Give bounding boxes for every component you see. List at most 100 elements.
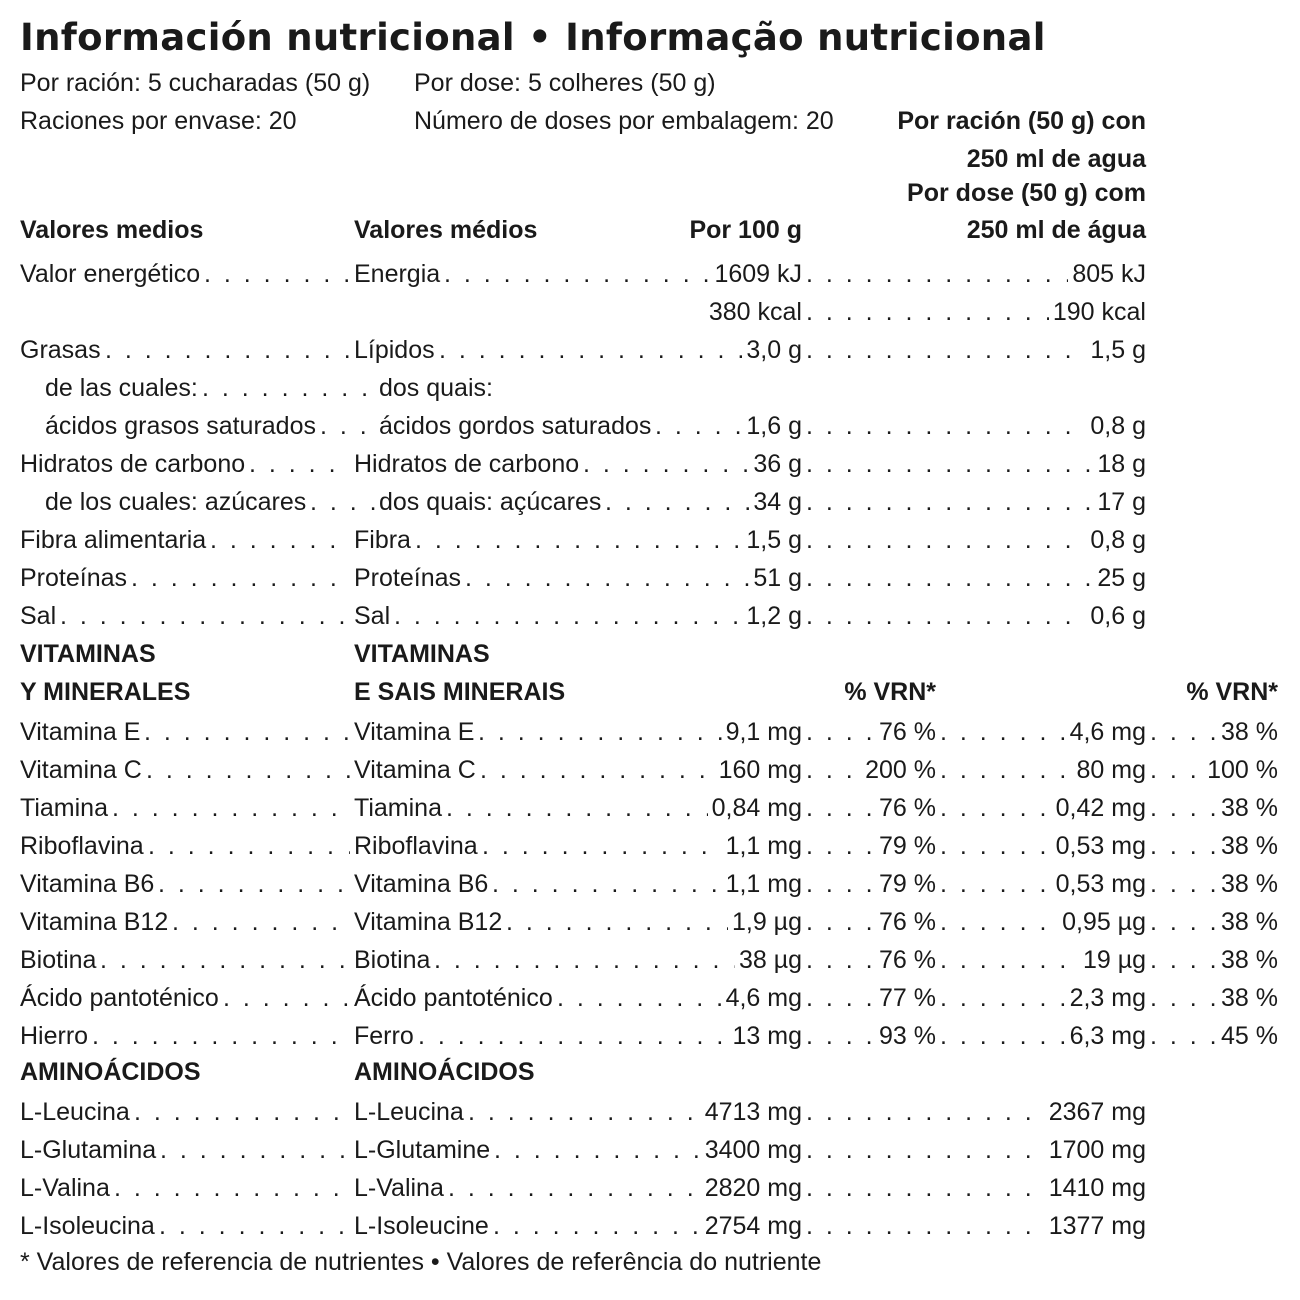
dot-leader: . . . . . . . . . . . . . . . . . . . . … — [1150, 946, 1217, 974]
amino-value-per-serving: 1410 mg — [1048, 1174, 1146, 1202]
dot-leader: . . . . . . . . . . . . . . . . . . . . … — [60, 602, 350, 630]
amino-value-per-serving: 2367 mg — [1048, 1098, 1146, 1126]
nutrient-value-per100: 380 kcal — [708, 298, 802, 326]
amino-row: L-Isoleucina L-Isoleucine 2754 mg 1377 mg. … — [0, 1207, 1300, 1245]
nutrient-name-es: Fibra alimentaria — [20, 526, 207, 554]
dot-leader: . . . . . . . . . . . . . . . . . . . . … — [468, 1098, 701, 1126]
vitamin-value-per100: 38 µg — [738, 946, 802, 974]
dot-leader: . . . . . . . . . . . . . . . . . . . . … — [605, 488, 749, 516]
pt-vitamins-heading-line2: E SAIS MINERAIS — [354, 678, 566, 706]
vitamin-vrn-per100: 79 % — [879, 832, 936, 860]
dot-leader: . . . . . . . . . . . . . . . . . . . . … — [583, 450, 749, 478]
vitamin-value-per-serving: 4,6 mg — [1069, 718, 1146, 746]
es-vitamins-heading-line2: Y MINERALES — [20, 678, 191, 706]
dot-leader: . . . . . . . . . . . . . . . . . . . . … — [223, 984, 350, 1012]
dot-leader: . . . . . . . . . . . . . . . . . . . . … — [806, 336, 1086, 364]
dot-leader: . . . . . . . . . . . . . . . . . . . . … — [806, 564, 1093, 592]
vitamin-row: Tiamina Tiamina 0,84 mg 76 % 0,42 mg 38 %. . … — [0, 789, 1300, 827]
dot-leader: . . . . . . . . . . . . . . . . . . . . … — [506, 908, 728, 936]
nutrient-name-pt: Energia — [354, 260, 441, 288]
dot-leader: . . . . . . . . . . . . . . . . . . . . … — [444, 260, 710, 288]
dot-leader: . . . . . . . . . . . . . . . . . . . . … — [494, 1136, 701, 1164]
dot-leader: . . . . . . . . . . . . . . . . . . . . … — [1150, 794, 1217, 822]
es-portion-heading-line2: 250 ml de agua — [966, 145, 1146, 173]
dot-leader: . . . . . . . . . . . . . . . . . . . . … — [806, 1212, 1045, 1240]
dot-leader: . . . . . . . . . . . . . . . . . . . . … — [415, 526, 742, 554]
es-portion-heading-line1: Por ración (50 g) con — [897, 107, 1146, 135]
dot-leader: . . . . . . . . . . . . . . . . . . . . … — [159, 1212, 350, 1240]
vitamin-vrn-per-serving: 38 % — [1221, 946, 1278, 974]
vitamin-row: Vitamina E Vitamina E 9,1 mg 76 % 4,6 mg 38 %… — [0, 713, 1300, 751]
nutrient-value-per-serving: 18 g — [1097, 450, 1146, 478]
nutrient-name-pt: Hidratos de carbono — [354, 450, 580, 478]
dot-leader: . . . . . . . . . . . . . . . . . . . . … — [806, 908, 875, 936]
nutrient-row: de las cuales: dos quais:. . . . . . . . … — [0, 369, 1300, 407]
dot-leader: . . . . . . . . . . . . . . . . . . . . … — [806, 412, 1086, 440]
amino-name-es: L-Glutamina — [20, 1136, 157, 1164]
vitamin-vrn-per-serving: 100 % — [1207, 756, 1278, 784]
dot-leader: . . . . . . . . . . . . . . . . . . . . … — [446, 794, 708, 822]
vitamin-name-pt: Ácido pantoténico — [354, 984, 553, 1012]
vitamin-name-es: Vitamina B6 — [20, 870, 155, 898]
vitamin-row: Vitamina C Vitamina C 160 mg 200 % 80 mg 100 … — [0, 751, 1300, 789]
vitamin-value-per100: 160 mg — [718, 756, 802, 784]
amino-value-per100: 2754 mg — [704, 1212, 802, 1240]
amino-name-es: L-Leucina — [20, 1098, 130, 1126]
dot-leader: . . . . . . . . . . . . . . . . . . . . … — [1150, 984, 1217, 1012]
nutrient-name-es: Hidratos de carbono — [20, 450, 246, 478]
vitamin-vrn-per100: 93 % — [879, 1022, 936, 1050]
nutrient-value-per100: 51 g — [753, 564, 802, 592]
vitamin-value-per100: 4,6 mg — [725, 984, 802, 1012]
vitamin-value-per-serving: 0,53 mg — [1055, 832, 1146, 860]
dot-leader: . . . . . . . . . . . . . . . . . . . . … — [158, 870, 350, 898]
vitamin-name-pt: Ferro — [354, 1022, 414, 1050]
nutrient-value-per-serving: 25 g — [1097, 564, 1146, 592]
vitamin-value-per-serving: 0,53 mg — [1055, 870, 1146, 898]
dot-leader: . . . . . . . . . . . . . . . . . . . . … — [940, 1022, 1066, 1050]
nutrient-name-es: de los cuales: azúcares — [45, 488, 307, 516]
dot-leader: . . . . . . . . . . . . . . . . . . . . … — [655, 412, 742, 440]
dot-leader: . . . . . . . . . . . . . . . . . . . . … — [478, 718, 722, 746]
dot-leader: . . . . . . . . . . . . . . . . . . . . … — [210, 526, 350, 554]
amino-name-pt: L-Leucina — [354, 1098, 464, 1126]
nutrient-value-per-serving: 0,6 g — [1090, 602, 1146, 630]
nutrient-value-per-serving: 17 g — [1097, 488, 1146, 516]
dot-leader: . . . . . . . . . . . . . . . . . . . . … — [144, 718, 350, 746]
dot-leader: . . . . . . . . . . . . . . . . . . . . … — [806, 298, 1049, 326]
dot-leader: . . . . . . . . . . . . . . . . . . . . … — [465, 564, 749, 592]
dot-leader: . . . . . . . . . . . . . . . . . . . . … — [806, 260, 1068, 288]
vitamin-value-per100: 9,1 mg — [725, 718, 802, 746]
nutrient-name-es: ácidos grasos saturados — [45, 412, 316, 440]
vitamin-name-es: Vitamina E — [20, 718, 141, 746]
vitamin-vrn-per100: 76 % — [879, 908, 936, 936]
dot-leader: . . . . . . . . . . . . . . . . . . . . … — [1150, 756, 1203, 784]
dot-leader: . . . . . . . . . . . . . . . . . . . . … — [806, 450, 1093, 478]
amino-name-es: L-Isoleucina — [20, 1212, 155, 1240]
nutrient-name-es: Proteínas — [20, 564, 128, 592]
dot-leader: . . . . . . . . . . . . . . . . . . . . … — [806, 602, 1086, 630]
nutrient-name-pt: Sal — [354, 602, 391, 630]
vitamin-name-pt: Vitamina C — [354, 756, 476, 784]
pt-serving-size: Por dose: 5 colheres (50 g) — [414, 69, 716, 97]
es-servings-per-pack: Raciones por envase: 20 — [20, 107, 297, 135]
nutrient-row: ácidos grasos saturados ácidos gordos sat… — [0, 407, 1300, 445]
dot-leader: . . . . . . . . . . . . . . . . . . . . … — [114, 1174, 350, 1202]
per-100g-heading: Por 100 g — [689, 216, 802, 244]
dot-leader: . . . . . . . . . . . . . . . . . . . . … — [482, 832, 722, 860]
es-serving-size: Por ración: 5 cucharadas (50 g) — [20, 69, 371, 97]
dot-leader: . . . . . . . . . . . . . . . . . . . . … — [806, 1098, 1045, 1126]
amino-row: L-Valina L-Valina 2820 mg 1410 mg. . . . . … — [0, 1169, 1300, 1207]
nutrient-row: Fibra alimentaria Fibra 1,5 g 0,8 g. . . . … — [0, 521, 1300, 559]
dot-leader: . . . . . . . . . . . . . . . . . . . . … — [1150, 908, 1217, 936]
nutrient-value-per-serving: 0,8 g — [1090, 526, 1146, 554]
nutrient-row: 380 kcal 190 kcal. . . . . . . . . . . . … — [0, 293, 1300, 331]
dot-leader: . . . . . . . . . . . . . . . . . . . . … — [806, 946, 875, 974]
dot-leader: . . . . . . . . . . . . . . . . . . . . … — [160, 1136, 350, 1164]
vitamin-value-per100: 1,9 µg — [731, 908, 802, 936]
dot-leader: . . . . . . . . . . . . . . . . . . . . … — [92, 1022, 350, 1050]
nutrient-name-pt: dos quais: açúcares — [379, 488, 602, 516]
dot-leader: . . . . . . . . . . . . . . . . . . . . … — [1150, 870, 1217, 898]
dot-leader: . . . . . . . . . . . . . . . . . . . . … — [100, 946, 350, 974]
vitamin-name-es: Biotina — [20, 946, 97, 974]
dot-leader: . . . . . . . . . . . . . . . . . . . . … — [448, 1174, 701, 1202]
